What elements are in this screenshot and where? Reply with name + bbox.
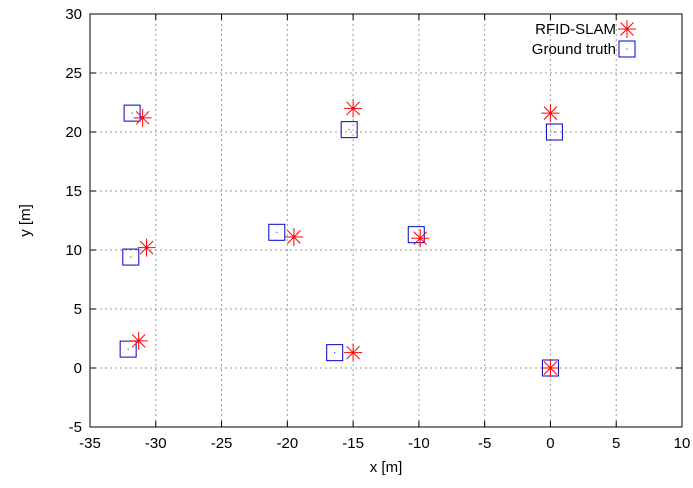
- plot-frame: [89, 13, 683, 428]
- ground-truth-point: [122, 248, 140, 266]
- legend-symbol-ground-truth: [618, 40, 636, 58]
- rfid-slam-point: [344, 99, 363, 118]
- axis-ticks: -35 -30 -25 -20 -15 -10 -5 0 5 10 -5 0 5 10 15 20 25 30: [65, 6, 690, 452]
- y-tick-label: 20: [65, 124, 82, 141]
- x-tick-label: -35: [79, 435, 101, 452]
- legend-label-ground-truth: Ground truth: [532, 41, 616, 58]
- x-tick-label: -30: [145, 435, 167, 452]
- y-tick-label: 30: [65, 6, 82, 23]
- y-tick-label: 15: [65, 183, 82, 200]
- legend: RFID-SLAM Ground truth: [532, 20, 636, 58]
- rfid-slam-point: [137, 238, 156, 257]
- ground-truth-point: [268, 223, 286, 241]
- ground-truth-point: [326, 344, 344, 362]
- y-tick-label: 5: [74, 301, 82, 318]
- x-tick-label: -10: [408, 435, 430, 452]
- rfid-slam-point: [344, 343, 363, 362]
- y-tick-label: 0: [74, 360, 82, 377]
- ground-truth-point: [545, 123, 563, 141]
- y-tick-label: 10: [65, 242, 82, 259]
- rfid-slam-point: [284, 228, 303, 247]
- x-tick-label: 0: [546, 435, 554, 452]
- ground-truth-point: [340, 121, 358, 139]
- grid: [90, 14, 682, 427]
- legend-symbol-rfid-slam: [618, 20, 636, 38]
- y-tick-label: -5: [69, 419, 82, 436]
- y-tick-label: 25: [65, 65, 82, 82]
- data-points: [119, 99, 563, 377]
- legend-square-icon: [618, 40, 636, 58]
- x-tick-label: 5: [612, 435, 620, 452]
- rfid-slam-point: [541, 359, 560, 377]
- rfid-slam-point: [541, 104, 560, 123]
- x-tick-label: -5: [478, 435, 491, 452]
- rfid-slam-point: [133, 108, 152, 127]
- x-axis-label: x [m]: [370, 459, 403, 476]
- rfid-slam-point: [411, 229, 430, 248]
- x-tick-label: -15: [342, 435, 364, 452]
- legend-asterisk-icon: [618, 20, 636, 38]
- rfid-slam-point: [129, 331, 148, 350]
- x-tick-label: -20: [276, 435, 298, 452]
- ground-truth-point: [119, 340, 137, 358]
- x-tick-label: -25: [211, 435, 233, 452]
- legend-label-rfid-slam: RFID-SLAM: [535, 21, 616, 38]
- ground-truth-point: [123, 104, 141, 122]
- x-tick-label: 10: [674, 435, 691, 452]
- y-axis-label: y [m]: [17, 204, 34, 237]
